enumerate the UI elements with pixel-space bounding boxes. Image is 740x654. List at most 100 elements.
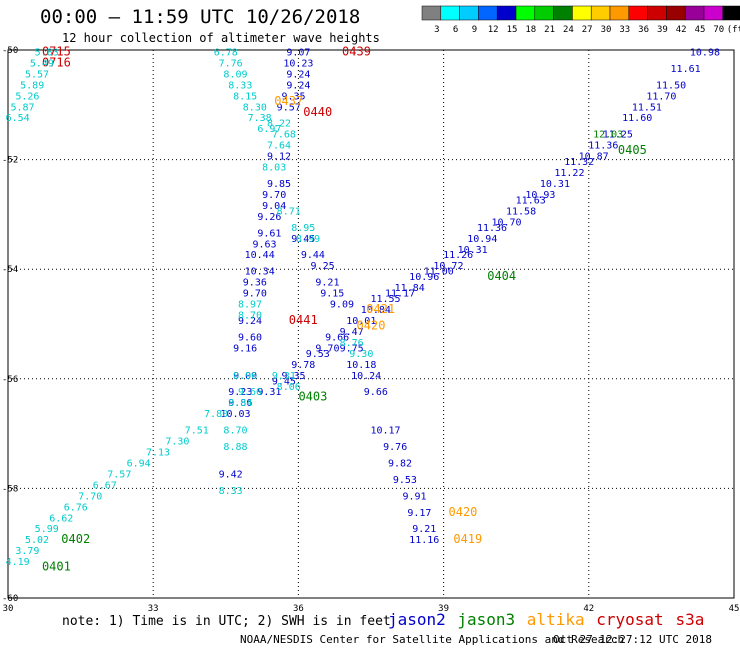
data-label-jason2: 11.22: [554, 168, 584, 179]
satellite-legend: jason2 jason3 altika cryosat s3a: [388, 610, 704, 629]
data-label-s3a: 5.83: [35, 47, 59, 58]
y-axis-ticks: -50 -52 -54 -56 -58 -60: [2, 46, 18, 604]
data-label-jason2: 9.85: [267, 179, 291, 190]
x-tick-label: 45: [729, 604, 740, 614]
y-tick-label: -52: [2, 156, 18, 166]
data-label-s3a: 9.66: [238, 387, 262, 398]
data-label-s3a: 8.96: [233, 371, 257, 382]
colorbar-label: 36: [638, 25, 649, 35]
data-label-s3a: 5.49: [30, 58, 54, 69]
x-tick-label: 33: [148, 604, 159, 614]
data-label-jason2: 9.44: [301, 250, 325, 261]
colorbar-label: 27: [582, 25, 593, 35]
colorbar-label: 9: [472, 25, 477, 35]
data-label-jason2: 10.87: [579, 152, 609, 163]
data-label-s3a: 5.57: [25, 69, 49, 80]
data-label-jason2: 9.53: [393, 475, 417, 486]
data-label-jason2: 9.78: [291, 360, 315, 371]
footer-note: note: 1) Time is in UTC; 2) SWH is in fe…: [62, 614, 391, 629]
data-label-jason2: 11.50: [656, 80, 686, 91]
data-label-s3a: 8.76: [340, 338, 364, 349]
track-label: 0405: [618, 143, 647, 157]
footer-timestamp: Oct 27 12:27:12 UTC 2018: [553, 633, 712, 646]
colorbar-swatch: [647, 5, 667, 21]
footer-credit: NOAA/NESDIS Center for Satellite Applica…: [240, 633, 624, 646]
data-label-jason2: 9.24: [286, 80, 310, 91]
data-label-s3a: 7.51: [185, 426, 209, 437]
data-label-s3a: 8.33: [219, 486, 243, 497]
data-label-s3a: 8.99: [296, 234, 320, 245]
colorbar-swatch: [684, 5, 705, 21]
data-label-jason2: 9.57: [277, 102, 301, 113]
data-label-s3a: 5.89: [20, 80, 44, 91]
colorbar-swatch: [515, 5, 536, 21]
colorbar-swatch: [478, 5, 498, 21]
data-label-jason2: 9.31: [257, 387, 281, 398]
data-label-jason2: 10.70: [491, 217, 521, 228]
data-label-jason2: 9.70: [243, 289, 267, 300]
data-label-jason2: 9.91: [403, 491, 427, 502]
data-label-jason2: 10.31: [540, 179, 570, 190]
x-axis-ticks: 30 33 36 39 42 45: [3, 604, 740, 614]
colorbar-label: 3: [434, 25, 439, 35]
data-label-s3a: 7.38: [248, 113, 272, 124]
data-label-cryosat: 0441: [289, 313, 318, 327]
colorbar-swatch: [572, 5, 592, 21]
plot-frame: [7, 49, 735, 599]
track-labels: 0405 0404 0403 0402 0401: [42, 143, 647, 573]
data-label-jason2: 9.61: [257, 228, 281, 239]
data-label-s3a: 8.84: [228, 398, 252, 409]
data-label-jason2: 9.17: [407, 508, 431, 519]
data-label-jason2: 10.24: [351, 371, 381, 382]
satellite-legend-item: jason3: [457, 610, 515, 629]
x-tick-label: 39: [438, 604, 449, 614]
colorbar-swatch: [722, 5, 740, 21]
data-label-s3a: 6.62: [49, 513, 73, 524]
data-label-s3a: 7.70: [78, 491, 102, 502]
data-label-jason2: 9.12: [267, 152, 291, 163]
data-label-jason2: 10.44: [245, 250, 275, 261]
data-label-s3a: 9.30: [349, 349, 373, 360]
data-label-s3a: 7.64: [267, 141, 291, 152]
data-label-s3a: 8.97: [238, 300, 262, 311]
data-labels: 10.9811.6111.5011.7011.5111.6011.2511.36…: [6, 44, 720, 568]
data-label-altika: 0420: [449, 505, 478, 519]
colorbar-label: 39: [657, 25, 668, 35]
data-label-s3a: 7.13: [146, 448, 170, 459]
data-label-jason2: 9.04: [262, 201, 286, 212]
data-label-jason2: 11.36: [477, 223, 507, 234]
colorbar-swatch: [590, 5, 611, 21]
data-label-jason2: 10.34: [245, 267, 275, 278]
data-label-jason2: 11.84: [395, 283, 425, 294]
data-label-jason2: 9.47: [340, 327, 364, 338]
colorbar-swatch: [421, 5, 442, 21]
y-tick-label: -50: [2, 46, 18, 56]
y-tick-label: -56: [2, 375, 18, 385]
data-label-s3a: 5.02: [25, 535, 49, 546]
data-label-s3a: 5.99: [35, 524, 59, 535]
data-label-jason2: 10.01: [346, 316, 376, 327]
data-label-cryosat: 0440: [303, 105, 332, 119]
data-label-jason2: 10.94: [467, 234, 497, 245]
colorbar-swatch: [628, 5, 648, 21]
grid-lines: [8, 50, 734, 598]
data-label-jason2: 11.61: [671, 64, 701, 75]
data-label-jason2: 9.09: [330, 300, 354, 311]
x-tick-label: 42: [583, 604, 594, 614]
data-label-altika: 0421: [366, 302, 395, 316]
data-label-jason2: 10.18: [346, 360, 376, 371]
colorbar-swatch: [703, 5, 724, 21]
data-label-s3a: 8.15: [233, 91, 257, 102]
colorbar-label: 33: [619, 25, 630, 35]
data-label-jason2: 10.03: [220, 409, 250, 420]
data-label-s3a: 6.54: [6, 113, 30, 124]
y-tick-label: -58: [2, 484, 18, 494]
data-label-s3a: 8.22: [267, 119, 291, 130]
data-label-jason2: 9.60: [238, 332, 262, 343]
data-label-s3a: 5.87: [10, 102, 34, 113]
data-label-s3a: 6.67: [93, 480, 117, 491]
data-label-s3a: 6.97: [257, 124, 281, 135]
